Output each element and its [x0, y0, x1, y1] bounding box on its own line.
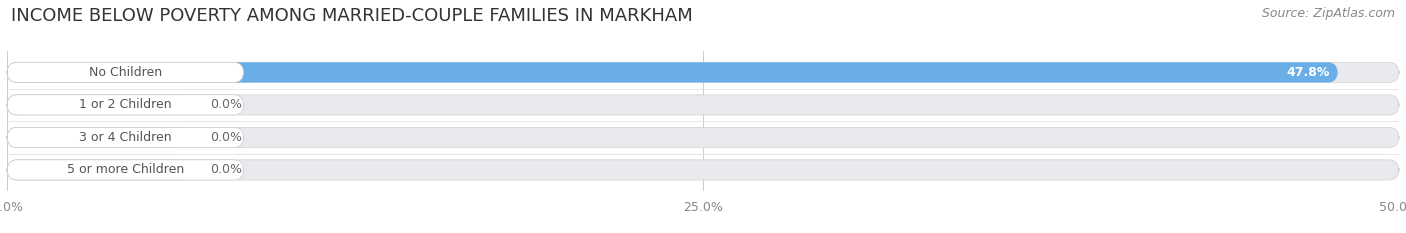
FancyBboxPatch shape	[7, 62, 1337, 82]
Text: 0.0%: 0.0%	[211, 163, 242, 176]
Text: 47.8%: 47.8%	[1286, 66, 1330, 79]
Text: 0.0%: 0.0%	[211, 98, 242, 111]
Text: 1 or 2 Children: 1 or 2 Children	[79, 98, 172, 111]
FancyBboxPatch shape	[7, 95, 1399, 115]
Text: 5 or more Children: 5 or more Children	[66, 163, 184, 176]
Text: 3 or 4 Children: 3 or 4 Children	[79, 131, 172, 144]
FancyBboxPatch shape	[7, 160, 188, 180]
FancyBboxPatch shape	[7, 62, 1399, 82]
Text: INCOME BELOW POVERTY AMONG MARRIED-COUPLE FAMILIES IN MARKHAM: INCOME BELOW POVERTY AMONG MARRIED-COUPL…	[11, 7, 693, 25]
Text: 0.0%: 0.0%	[211, 131, 242, 144]
Text: No Children: No Children	[89, 66, 162, 79]
FancyBboxPatch shape	[7, 160, 243, 180]
Text: Source: ZipAtlas.com: Source: ZipAtlas.com	[1261, 7, 1395, 20]
FancyBboxPatch shape	[7, 160, 1399, 180]
FancyBboxPatch shape	[7, 127, 1399, 147]
FancyBboxPatch shape	[7, 127, 188, 147]
FancyBboxPatch shape	[7, 95, 243, 115]
FancyBboxPatch shape	[7, 127, 243, 147]
FancyBboxPatch shape	[7, 95, 188, 115]
FancyBboxPatch shape	[7, 62, 243, 82]
